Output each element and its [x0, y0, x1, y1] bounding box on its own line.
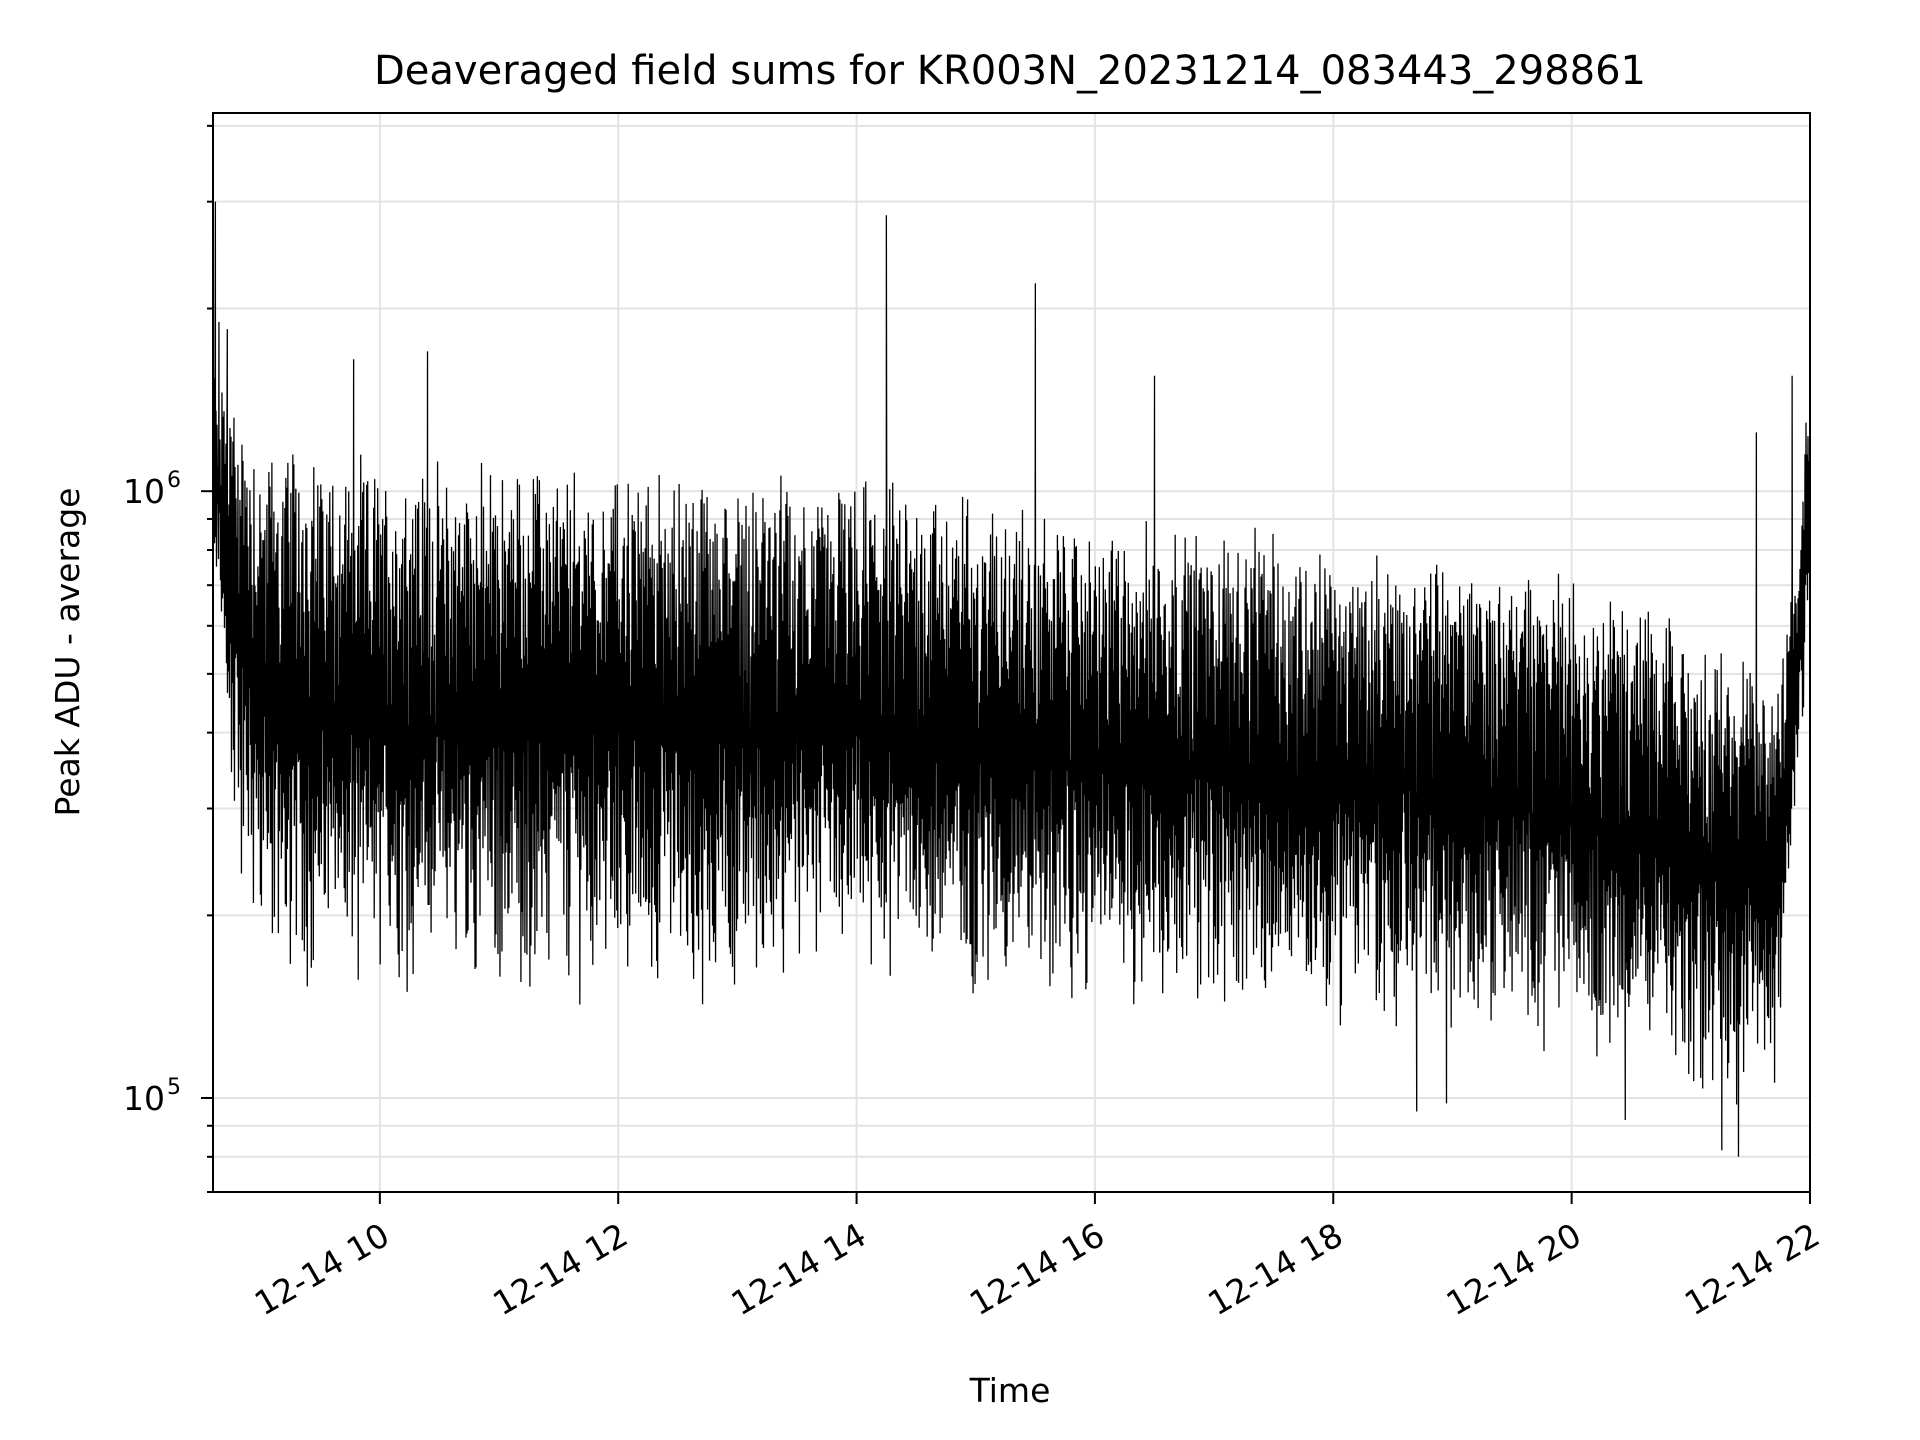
x-axis-label: Time [969, 1371, 1051, 1410]
plot-frame [212, 112, 1811, 1193]
y-axis-label: Peak ADU - average [48, 488, 87, 817]
series-path [212, 201, 1811, 1157]
y-tick-label: 10 [123, 1079, 165, 1118]
chart-title: Deaveraged field sums for KR003N_2023121… [374, 48, 1646, 94]
y-tick-label: 10 [123, 472, 165, 511]
y-tick-exponent: 6 [167, 468, 181, 493]
y-tick-exponent: 5 [167, 1075, 181, 1100]
series-line [212, 201, 1811, 1157]
